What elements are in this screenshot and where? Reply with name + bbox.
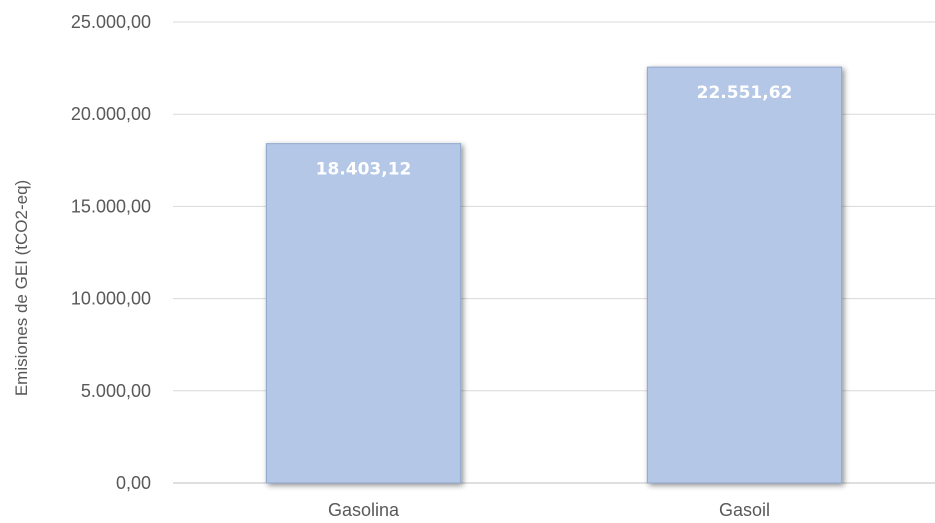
bars [265,66,843,484]
data-labels: 18.403,12 22.551,62 [316,83,793,179]
bar-gasoil [646,66,843,484]
y-tick-label: 0,00 [116,473,151,493]
data-label-gasoil: 22.551,62 [697,83,793,103]
bar-gasolina [265,143,462,484]
y-tick-label: 10.000,00 [71,289,151,309]
x-axis-ticks: Gasolina Gasoil [328,500,770,520]
x-tick-label: Gasoil [719,500,770,520]
y-axis-title: Emisiones de GEI (tCO2-eq) [12,180,31,396]
y-tick-label: 20.000,00 [71,104,151,124]
x-tick-label: Gasolina [328,500,400,520]
data-label-gasolina: 18.403,12 [316,160,412,180]
y-axis-ticks: 0,00 5.000,00 10.000,00 15.000,00 20.000,00 2… [71,12,151,493]
y-tick-label: 15.000,00 [71,196,151,216]
y-tick-label: 25.000,00 [71,12,151,32]
y-tick-label: 5.000,00 [81,381,151,401]
